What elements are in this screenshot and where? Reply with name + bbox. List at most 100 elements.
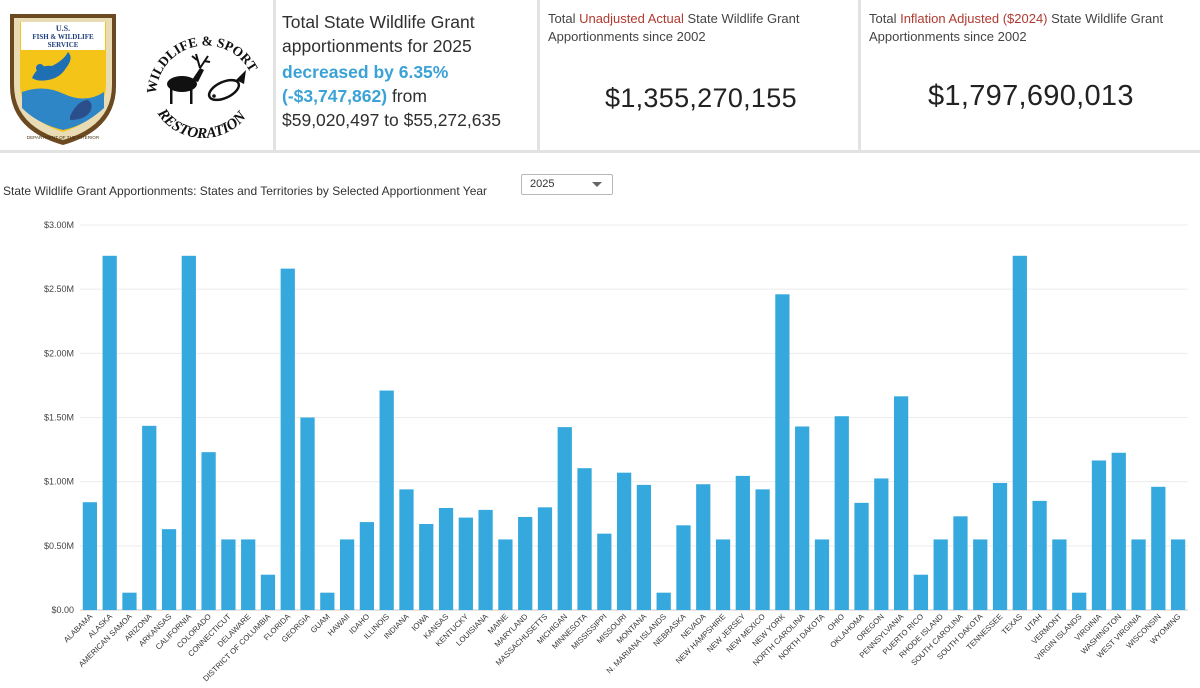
bar-massachusetts[interactable]: [537, 507, 553, 610]
bar-puerto-rico[interactable]: [913, 574, 929, 610]
bar-american-samoa[interactable]: [122, 592, 137, 610]
usfws-logo-ring-text: DEPARTMENT OF THE INTERIOR: [27, 135, 100, 140]
bar-mississippi[interactable]: [597, 533, 612, 610]
bar-nevada[interactable]: [696, 484, 711, 610]
bar-utah[interactable]: [1032, 500, 1047, 610]
bar-tennessee[interactable]: [992, 482, 1008, 610]
bar-nebraska[interactable]: [676, 525, 691, 610]
bar-illinois[interactable]: [379, 390, 394, 610]
bar-arkansas[interactable]: [161, 529, 177, 610]
kpi-unadjusted-label-pre: Total: [548, 11, 580, 26]
kpi-unadjusted-value: $1,355,270,155: [605, 83, 797, 113]
wsfr-logo: WILDLIFE & SPORT FISH RESTORATION: [134, 6, 263, 142]
bar-california[interactable]: [181, 255, 196, 611]
bar-west-virginia[interactable]: [1131, 539, 1146, 610]
summary-change-amount: (-$3,747,862): [282, 86, 388, 106]
bar-oregon[interactable]: [874, 478, 889, 610]
bar-north-carolina[interactable]: [795, 426, 810, 610]
usfws-logo: U.S. FISH & WILDLIFE SERVICE DEPARTMENT …: [10, 14, 116, 145]
bar-rhode-island[interactable]: [933, 539, 948, 610]
y-tick-label: $1.50M: [44, 413, 74, 423]
bar-texas[interactable]: [1012, 255, 1027, 611]
year-select[interactable]: 2025: [521, 174, 613, 195]
y-tick-label: $0.00: [51, 605, 74, 615]
bar-kansas[interactable]: [438, 507, 454, 610]
x-tick-label: HAWAII: [326, 612, 352, 638]
kpi-adjusted-label-accent: Inflation Adjusted ($2024): [900, 11, 1048, 26]
bar-indiana[interactable]: [399, 489, 414, 610]
bar-vermont[interactable]: [1052, 539, 1067, 610]
bar-alaska[interactable]: [102, 255, 117, 611]
bar-florida[interactable]: [280, 268, 295, 610]
bar-connecticut[interactable]: [221, 539, 236, 610]
bar-maryland[interactable]: [518, 516, 533, 610]
x-tick-label: TEXAS: [1000, 612, 1024, 636]
bar-oklahoma[interactable]: [854, 502, 869, 610]
separator: [858, 0, 861, 150]
y-tick-label: $1.00M: [44, 477, 74, 487]
bar-alabama[interactable]: [82, 502, 98, 610]
bar-n-mariana-islands[interactable]: [656, 592, 671, 610]
bar-new-jersey[interactable]: [735, 475, 750, 610]
chevron-down-icon[interactable]: [592, 182, 602, 187]
bar-kentucky[interactable]: [458, 517, 473, 610]
bar-arizona[interactable]: [142, 425, 157, 610]
bar-ohio[interactable]: [834, 416, 849, 610]
bar-new-mexico[interactable]: [755, 489, 770, 610]
separator: [537, 0, 540, 150]
bar-minnesota[interactable]: [577, 468, 592, 610]
bar-north-dakota[interactable]: [814, 539, 830, 610]
deer-icon: [167, 53, 211, 104]
usfws-logo-line3: SERVICE: [48, 41, 79, 49]
kpi-adjusted-label-post: State Wildlife Grant Apportionments sinc…: [869, 11, 1164, 44]
bar-montana[interactable]: [636, 484, 652, 611]
y-tick-label: $0.50M: [44, 541, 74, 551]
kpi-adjusted-label-pre: Total: [869, 11, 901, 26]
wsfr-logo-arc-bottom: RESTORATION: [153, 105, 250, 142]
bar-new-york[interactable]: [775, 294, 790, 610]
bar-georgia[interactable]: [300, 417, 315, 611]
bar-delaware[interactable]: [241, 539, 256, 610]
fish-icon: [207, 70, 246, 102]
change-summary-card: Total State Wildlife Grant apportionment…: [276, 0, 536, 150]
bar-michigan[interactable]: [557, 427, 572, 611]
kpi-adjusted-card: Total Inflation Adjusted ($2024) State W…: [861, 0, 1200, 150]
summary-line-2: apportionments for 2025: [282, 36, 472, 56]
bar-chart: $0.00 $0.50M $1.00M $1.50M $2.00M $2.50M $3.00…: [44, 220, 1188, 683]
year-select-value: 2025: [530, 178, 555, 190]
bar-south-dakota[interactable]: [973, 539, 988, 610]
x-tick-label: ALABAMA: [62, 611, 95, 644]
svg-text:RESTORATION: RESTORATION: [153, 105, 250, 142]
separator: [273, 0, 276, 150]
bar-new-hampshire[interactable]: [715, 539, 731, 610]
bar-district-of-columbia[interactable]: [260, 574, 276, 610]
bar-maine[interactable]: [498, 539, 513, 610]
bar-pennsylvania[interactable]: [893, 396, 909, 610]
bar-louisiana[interactable]: [478, 509, 493, 610]
kpi-unadjusted-label: Total Unadjusted Actual State Wildlife G…: [548, 10, 848, 46]
bar-guam[interactable]: [320, 592, 335, 610]
bar-hawaii[interactable]: [339, 539, 355, 610]
summary-line-1: Total State Wildlife Grant: [282, 12, 475, 32]
kpi-unadjusted-label-post: State Wildlife Grant Apportionments sinc…: [548, 11, 800, 44]
kpi-unadjusted-card: Total Unadjusted Actual State Wildlife G…: [540, 0, 858, 150]
bar-missouri[interactable]: [616, 472, 632, 610]
summary-line-4: (-$3,747,862) from: [282, 86, 427, 107]
bar-virginia[interactable]: [1091, 460, 1107, 610]
usfws-logo-line2: FISH & WILDLIFE: [32, 33, 94, 41]
header-divider: [0, 150, 1200, 153]
bar-washington[interactable]: [1111, 452, 1126, 610]
summary-line-5: $59,020,497 to $55,272,635: [282, 110, 501, 130]
bar-south-carolina[interactable]: [953, 516, 968, 610]
bar-virgin-islands[interactable]: [1072, 592, 1087, 610]
summary-change-percent: decreased by 6.35%: [282, 62, 449, 82]
kpi-adjusted-value: $1,797,690,013: [928, 80, 1134, 112]
bar-colorado[interactable]: [201, 452, 216, 610]
bar-iowa[interactable]: [419, 524, 434, 610]
bar-wisconsin[interactable]: [1151, 486, 1166, 610]
chart-title: State Wildlife Grant Apportionments: Sta…: [3, 184, 488, 198]
bar-idaho[interactable]: [359, 522, 375, 610]
bar-wyoming[interactable]: [1170, 539, 1186, 610]
kpi-unadjusted-label-accent: Unadjusted Actual: [579, 11, 684, 26]
summary-from-text: from: [387, 86, 427, 106]
